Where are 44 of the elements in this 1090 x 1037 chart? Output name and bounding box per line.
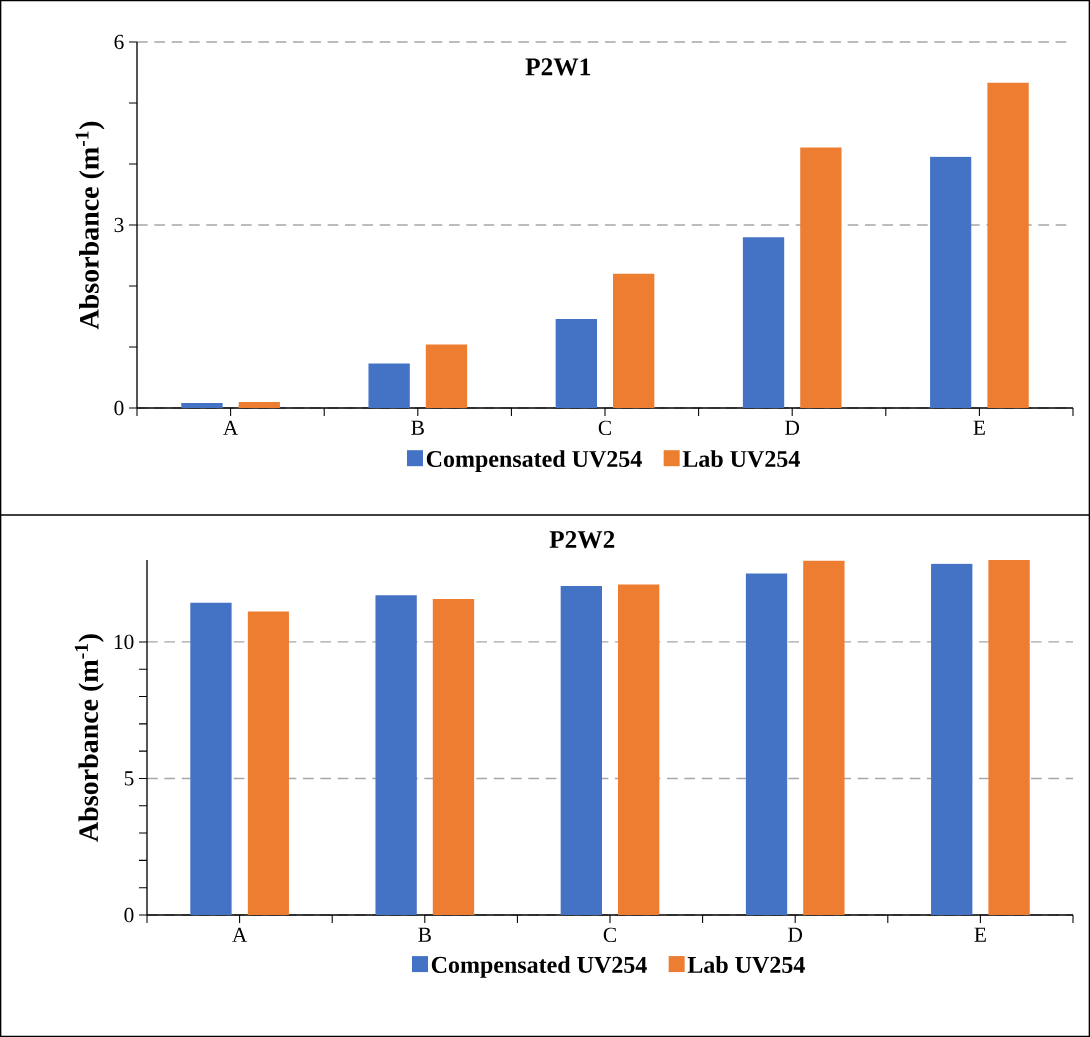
bar [190, 602, 232, 915]
legend-label: Lab UV254 [682, 450, 800, 468]
legend-label: Compensated UV254 [431, 956, 647, 978]
x-tick-label: B [418, 927, 431, 942]
x-tick-label: D [788, 927, 803, 942]
y-tick-label: 5 [124, 771, 134, 786]
bar [555, 318, 597, 408]
bar [930, 156, 972, 408]
bar [247, 611, 289, 915]
bar [987, 82, 1029, 408]
x-tick-label: B [411, 420, 424, 435]
y-tick-label: 0 [114, 400, 124, 416]
chart-title: P2W2 [549, 531, 615, 549]
x-tick-label: C [603, 927, 616, 943]
legend-label: Lab UV254 [687, 956, 805, 974]
bar [745, 573, 788, 915]
legend-label: Compensated UV254 [426, 450, 642, 472]
y-axis-title: Absorbance (m$^{-1}$) [75, 121, 105, 330]
bar [425, 344, 468, 408]
bar [618, 584, 660, 915]
bar [368, 363, 410, 408]
bar [375, 595, 417, 915]
y-tick-label: 3 [114, 217, 124, 233]
bar [432, 599, 475, 915]
y-tick-label: 0 [124, 907, 134, 923]
bar [988, 560, 1030, 915]
x-tick-label: E [973, 420, 985, 435]
chart-title: P2W1 [525, 58, 590, 76]
y-tick-label: 6 [114, 34, 124, 50]
bar [742, 237, 785, 408]
bar [931, 563, 973, 915]
x-tick-label: A [232, 927, 248, 942]
x-tick-label: E [974, 927, 986, 942]
x-tick-label: D [785, 420, 800, 435]
bar [803, 560, 845, 915]
bar [238, 401, 280, 408]
bar [560, 585, 602, 915]
bar [181, 403, 223, 408]
y-axis-title: Absorbance (m$^{-1}$) [74, 634, 104, 842]
bar [800, 147, 842, 408]
y-tick-label: 10 [114, 634, 134, 650]
x-tick-label: A [223, 420, 239, 435]
x-tick-label: C [598, 420, 611, 436]
bar [613, 273, 655, 408]
